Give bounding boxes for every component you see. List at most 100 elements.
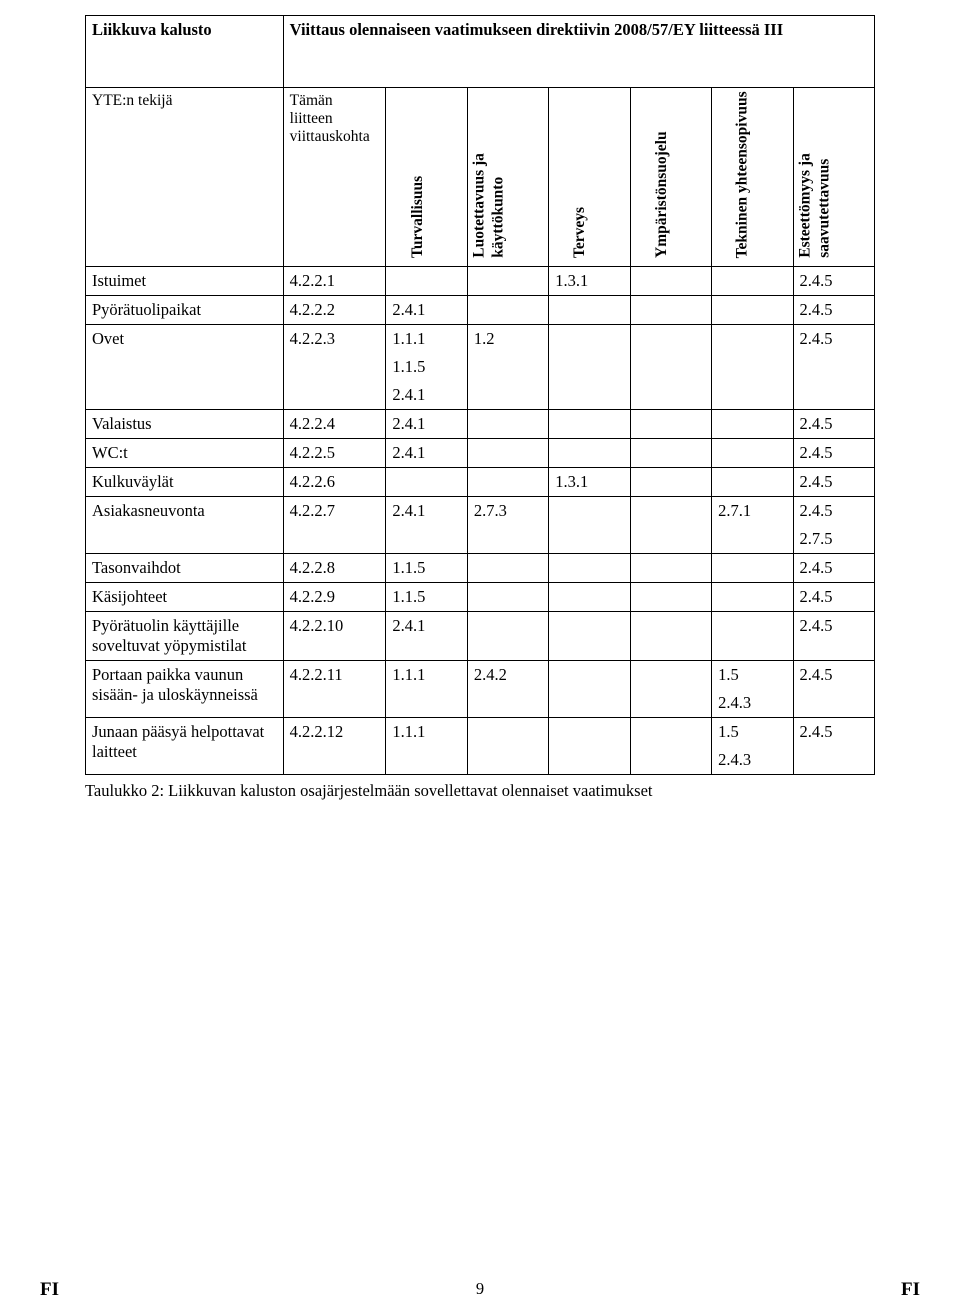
row-cell — [467, 439, 548, 468]
col-header-1: Luotettavuus ja käyttökunto — [467, 88, 548, 267]
row-cell — [467, 296, 548, 325]
row-cell: 2.4.5 — [793, 554, 874, 583]
row-name: Käsijohteet — [86, 583, 284, 612]
row-name: Valaistus — [86, 410, 284, 439]
row-cell: 1.3.1 — [549, 267, 630, 296]
row-cell: 1.1.5 — [386, 554, 467, 583]
row-cell — [386, 267, 467, 296]
row-cell — [712, 439, 793, 468]
col-header-5-text: Esteettömyys ja saavutettavuus — [795, 88, 834, 258]
table-row: Junaan pääsyä helpottavat laitteet4.2.2.… — [86, 718, 875, 775]
row-cell: 2.4.1 — [386, 410, 467, 439]
row-name: Portaan paikka vaunun sisään- ja uloskäy… — [86, 661, 284, 718]
row-ref: 4.2.2.10 — [283, 612, 386, 661]
row-cell — [467, 583, 548, 612]
row-cell: 2.4.1 — [386, 497, 467, 554]
row-cell: 2.4.1 — [386, 439, 467, 468]
row-cell — [549, 439, 630, 468]
col-header-1-text: Luotettavuus ja käyttökunto — [469, 88, 508, 258]
row-name: Junaan pääsyä helpottavat laitteet — [86, 718, 284, 775]
table-caption: Taulukko 2: Liikkuvan kaluston osajärjes… — [85, 781, 875, 801]
row-cell: 2.4.2 — [467, 661, 548, 718]
row-name: Pyörätuolin käyttäjille soveltuvat yöpym… — [86, 612, 284, 661]
table-header-row-2: YTE:n tekijä Tämän liitteen viittauskoht… — [86, 88, 875, 267]
row-cell — [467, 468, 548, 497]
row-cell — [712, 583, 793, 612]
row-name: Ovet — [86, 325, 284, 410]
row-name: WC:t — [86, 439, 284, 468]
row-cell: 1.2 — [467, 325, 548, 410]
table-header-row-1: Liikkuva kalusto Viittaus olennaiseen va… — [86, 16, 875, 88]
row-cell — [549, 661, 630, 718]
row-cell: 2.4.5 — [793, 718, 874, 775]
table-row: Portaan paikka vaunun sisään- ja uloskäy… — [86, 661, 875, 718]
row-cell: 2.4.1 — [386, 612, 467, 661]
row-cell — [630, 583, 711, 612]
row-cell: 1.1.1 — [386, 718, 467, 775]
row-cell — [549, 718, 630, 775]
row-cell — [712, 410, 793, 439]
row-cell — [712, 612, 793, 661]
row-cell: 2.4.5 — [793, 410, 874, 439]
col-header-0-text: Turvallisuus — [409, 176, 427, 258]
row-ref: 4.2.2.11 — [283, 661, 386, 718]
row-cell — [467, 410, 548, 439]
row-cell — [467, 718, 548, 775]
row-cell — [630, 718, 711, 775]
table-row: Valaistus4.2.2.42.4.12.4.5 — [86, 410, 875, 439]
row-cell — [712, 554, 793, 583]
row-cell — [630, 497, 711, 554]
row-cell: 1.3.1 — [549, 468, 630, 497]
row-ref: 4.2.2.5 — [283, 439, 386, 468]
row-cell — [712, 296, 793, 325]
row-cell: 1.52.4.3 — [712, 661, 793, 718]
row-ref: 4.2.2.12 — [283, 718, 386, 775]
row-cell: 1.1.11.1.52.4.1 — [386, 325, 467, 410]
table-row: Pyörätuolin käyttäjille soveltuvat yöpym… — [86, 612, 875, 661]
row-cell — [630, 296, 711, 325]
row-name: Istuimet — [86, 267, 284, 296]
table-row: Käsijohteet4.2.2.91.1.52.4.5 — [86, 583, 875, 612]
row-cell: 2.4.5 — [793, 583, 874, 612]
row-cell — [549, 410, 630, 439]
table-row: Tasonvaihdot4.2.2.81.1.52.4.5 — [86, 554, 875, 583]
col-header-0: Turvallisuus — [386, 88, 467, 267]
row-cell: 2.4.5 — [793, 439, 874, 468]
row-name: Tasonvaihdot — [86, 554, 284, 583]
row-cell — [630, 468, 711, 497]
table-row: Ovet4.2.2.31.1.11.1.52.4.11.22.4.5 — [86, 325, 875, 410]
row-cell: 2.4.5 — [793, 296, 874, 325]
header-ref-label: Tämän liitteen viittauskohta — [283, 88, 386, 267]
table-row: Kulkuväylät4.2.2.61.3.12.4.5 — [86, 468, 875, 497]
table-row: Pyörätuolipaikat4.2.2.22.4.12.4.5 — [86, 296, 875, 325]
row-cell — [630, 410, 711, 439]
row-cell: 1.1.1 — [386, 661, 467, 718]
row-cell — [467, 554, 548, 583]
row-cell: 2.4.5 — [793, 612, 874, 661]
row-ref: 4.2.2.2 — [283, 296, 386, 325]
table-row: Istuimet4.2.2.11.3.12.4.5 — [86, 267, 875, 296]
row-cell — [630, 661, 711, 718]
row-cell — [630, 554, 711, 583]
row-cell — [712, 325, 793, 410]
col-header-4: Tekninen yhteensopivuus — [712, 88, 793, 267]
row-cell — [630, 612, 711, 661]
row-ref: 4.2.2.1 — [283, 267, 386, 296]
row-cell — [630, 439, 711, 468]
row-cell — [467, 267, 548, 296]
row-cell: 2.4.5 — [793, 468, 874, 497]
row-name: Pyörätuolipaikat — [86, 296, 284, 325]
row-name: Asiakasneuvonta — [86, 497, 284, 554]
header-title-right: Viittaus olennaiseen vaatimukseen direkt… — [283, 16, 874, 88]
col-header-5: Esteettömyys ja saavutettavuus — [793, 88, 874, 267]
row-cell — [549, 583, 630, 612]
requirements-table: Liikkuva kalusto Viittaus olennaiseen va… — [85, 15, 875, 775]
row-cell — [549, 325, 630, 410]
row-cell — [712, 468, 793, 497]
row-cell: 2.7.3 — [467, 497, 548, 554]
row-ref: 4.2.2.9 — [283, 583, 386, 612]
row-cell — [549, 554, 630, 583]
header-title-left: Liikkuva kalusto — [86, 16, 284, 88]
row-name: Kulkuväylät — [86, 468, 284, 497]
table-row: Asiakasneuvonta4.2.2.72.4.12.7.32.7.12.4… — [86, 497, 875, 554]
